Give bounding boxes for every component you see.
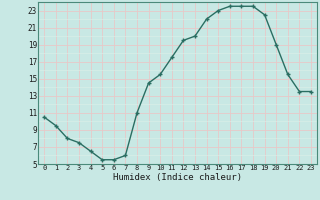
X-axis label: Humidex (Indice chaleur): Humidex (Indice chaleur) [113,173,242,182]
